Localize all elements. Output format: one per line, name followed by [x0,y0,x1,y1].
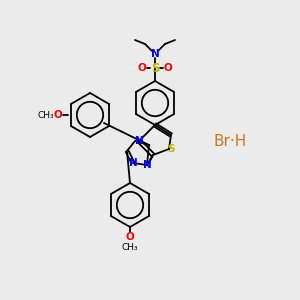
Text: O: O [138,63,146,73]
Text: N: N [129,158,137,168]
Text: O: O [54,110,62,120]
Text: CH₃: CH₃ [122,244,138,253]
Text: CH₃: CH₃ [38,110,54,119]
Text: S: S [167,144,175,154]
Text: O: O [164,63,172,73]
Text: O: O [126,232,134,242]
Text: Br·H: Br·H [213,134,247,149]
Text: N: N [151,49,159,59]
Text: N: N [142,160,152,170]
Text: N: N [135,136,143,146]
Text: S: S [151,61,159,74]
